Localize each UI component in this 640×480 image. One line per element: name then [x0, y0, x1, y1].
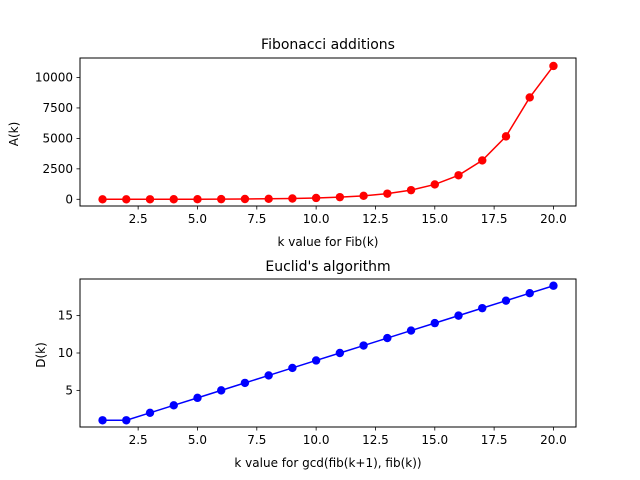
data-point [335, 348, 345, 358]
data-point [193, 393, 202, 403]
y-tick-label: 10000 [35, 70, 73, 84]
series-group [98, 281, 558, 425]
data-point [454, 171, 463, 180]
data-point [406, 185, 416, 195]
data-point [122, 195, 131, 204]
x-tick-label: 15.0 [421, 212, 448, 226]
data-point [359, 191, 368, 201]
data-point [383, 333, 392, 343]
y-tick-label: 7500 [42, 101, 73, 115]
data-point [549, 281, 558, 290]
y-tick-label: 0 [65, 192, 73, 206]
x-tick-label: 10.0 [303, 433, 330, 447]
plot-frame [79, 278, 577, 428]
data-point [359, 341, 368, 350]
data-point [145, 195, 155, 204]
data-point [240, 194, 250, 204]
data-point [169, 195, 178, 204]
x-tick-label: 5.0 [188, 433, 207, 447]
plot-frame [79, 57, 577, 207]
x-tick-label: 17.5 [481, 433, 508, 447]
plot-title: Fibonacci additions [261, 37, 395, 53]
ticks-group: 2.5 5.0 7.5 10.0 12.5 15.0 17.5 20.0 5 10 15 [58, 309, 567, 447]
data-point [454, 311, 463, 320]
x-tick-label: 7.5 [247, 212, 266, 226]
x-tick-label: 7.5 [247, 433, 266, 447]
series-group [98, 61, 558, 204]
ticks-group: 2.5 5.0 7.5 10.0 12.5 15.0 17.5 20.0 0 2500 5000 75… [35, 70, 567, 226]
x-tick-label: 12.5 [362, 212, 389, 226]
x-tick-label: 2.5 [129, 433, 148, 447]
data-point [430, 318, 439, 328]
x-tick-label: 12.5 [362, 433, 389, 447]
data-point [430, 180, 439, 189]
data-point [264, 371, 273, 380]
data-point [288, 194, 297, 203]
y-tick-label: 5000 [42, 131, 73, 145]
data-point [98, 195, 107, 204]
data-point [98, 416, 107, 425]
euclid-algorithm-plot: Euclid's algorithm 2.5 5.0 7.5 10.0 12.5 15.0… [34, 259, 577, 470]
data-point [193, 195, 202, 204]
fibonacci-additions-plot: Fibonacci additions 2.5 5.0 7.5 10.0 12.5 15.… [7, 37, 577, 249]
y-tick-label: 5 [65, 383, 73, 397]
data-point [264, 194, 273, 204]
data-point [383, 189, 392, 198]
x-tick-label: 15.0 [421, 433, 448, 447]
data-point [169, 401, 178, 410]
data-point [311, 356, 321, 365]
data-point [122, 416, 131, 425]
y-tick-label: 10 [58, 346, 73, 360]
data-point [478, 303, 487, 313]
data-point [145, 408, 155, 417]
data-point [240, 378, 250, 388]
x-tick-label: 2.5 [129, 212, 148, 226]
data-point [525, 289, 534, 298]
data-point [406, 326, 416, 335]
y-axis-label: A(k) [7, 122, 21, 147]
x-tick-label: 20.0 [540, 433, 567, 447]
data-point [478, 156, 487, 165]
data-point [217, 194, 226, 204]
x-axis-label: k value for Fib(k) [278, 235, 379, 249]
x-tick-label: 17.5 [481, 212, 508, 226]
data-point [525, 93, 534, 102]
data-point [311, 193, 321, 203]
data-point [501, 132, 511, 141]
x-tick-label: 20.0 [540, 212, 567, 226]
data-point [335, 192, 345, 202]
plot-title: Euclid's algorithm [265, 259, 390, 275]
y-axis-label: D(k) [34, 342, 48, 368]
y-tick-label: 2500 [42, 162, 73, 176]
data-point [549, 61, 558, 71]
data-point [501, 296, 511, 305]
data-point [217, 386, 226, 395]
x-tick-label: 5.0 [188, 212, 207, 226]
x-tick-label: 10.0 [303, 212, 330, 226]
y-tick-label: 15 [58, 309, 73, 323]
data-point [288, 363, 297, 373]
x-axis-label: k value for gcd(fib(k+1), fib(k)) [234, 456, 421, 470]
